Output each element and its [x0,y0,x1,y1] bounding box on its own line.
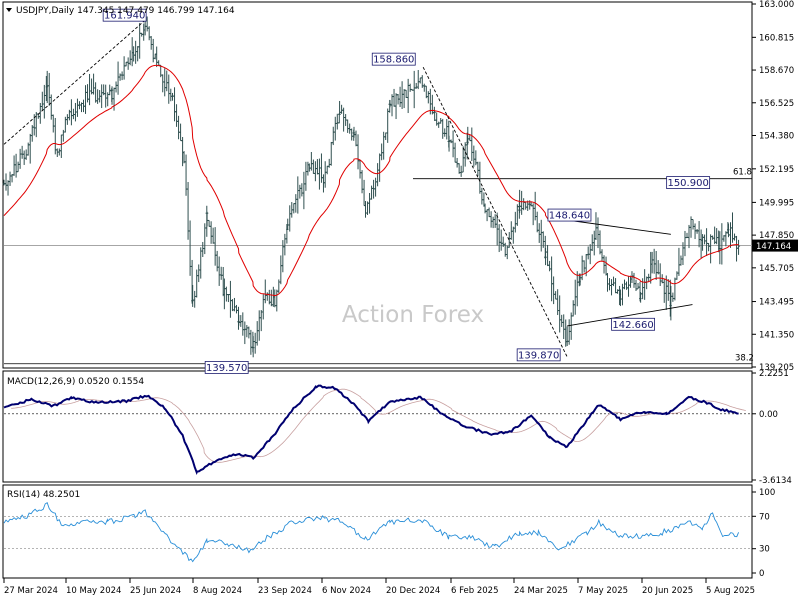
rsi-panel-frame [2,484,753,579]
x-tick-label: 25 Jun 2024 [130,586,181,596]
price-panel-frame [2,1,753,369]
macd-line [3,384,739,475]
price-y-label: 149.995 [759,198,794,208]
rsi-line [3,502,740,563]
price-annotation-box [547,208,592,222]
macd-y-label: 2.2251 [759,369,789,379]
price-y-label: 158.670 [759,66,794,76]
price-annotation-box [371,52,416,66]
x-tick-label: 5 Aug 2025 [706,586,755,596]
upper-wedge-line [571,220,671,235]
rsi-y-label: 70 [759,512,770,522]
price-header: USDJPY,Daily 147.345 147.479 146.799 147… [16,6,235,16]
price-y-label: 141.350 [759,330,794,340]
price-panel: 61.8 38.2 161.940 139.570 158.860 139.870 148.… [2,0,798,374]
price-annotation-box [611,317,655,331]
x-tick-label: 27 Mar 2024 [4,586,58,596]
current-price-tag [752,239,798,252]
x-tick-label: 7 May 2025 [578,586,628,596]
price-y-label: 156.525 [759,99,794,109]
macd-header: MACD(12,26,9) 0.0520 0.1554 [7,377,144,387]
x-axis: 27 Mar 2024 10 May 2024 25 Jun 2024 8 Aug 2… [3,578,755,596]
price-annotation-label: 139.570 [206,363,247,374]
price-y-label: 139.205 [759,363,794,373]
price-y-label: 154.380 [759,132,794,142]
price-annotation-label: 150.900 [667,178,708,189]
x-tick-label: 8 Aug 2024 [193,586,242,596]
watermark: Action Forex [342,302,484,328]
moving-average-line [3,64,739,297]
macd-y-label: -3.6134 [759,476,792,486]
price-annotation-box [666,176,711,189]
dashed-trendline-1 [3,19,146,145]
price-y-label: 147.850 [759,231,794,241]
macd-y-label: 0.00 [759,410,778,420]
price-annotation-label: 139.870 [518,350,559,361]
price-y-label: 163.000 [759,0,794,10]
x-tick-label: 20 Dec 2024 [386,586,440,596]
x-tick-label: 6 Nov 2024 [322,586,371,596]
price-annotation-box [102,8,147,22]
x-tick-label: 20 Jun 2025 [642,586,693,596]
price-annotation-label: 142.660 [612,320,653,331]
x-tick-label: 10 May 2024 [66,586,121,596]
x-tick-label: 23 Sep 2024 [258,586,312,596]
price-y-label: 143.495 [759,298,794,308]
price-y-label: 160.815 [759,33,794,43]
rsi-y-label: 100 [759,488,775,498]
rsi-header: RSI(14) 48.2501 [7,490,80,500]
current-price-label: 147.164 [756,242,791,252]
macd-panel: 2.2251 0.00 -3.6134 [3,369,792,486]
fib-61-label: 61.8 [733,168,752,178]
price-annotation-box [516,348,561,362]
macd-panel-frame [2,370,753,483]
lower-wedge-line [567,304,693,327]
price-annotation-label: 158.860 [373,55,414,66]
dashed-trendline-2 [422,66,568,358]
fib-38-label: 38.2 [735,354,754,364]
x-tick-label: 6 Feb 2025 [451,586,499,596]
price-y-label: 152.195 [759,165,794,175]
rsi-panel: 100 70 30 0 [3,488,775,579]
price-y-label: 145.705 [759,264,794,274]
price-annotation-box [204,361,249,374]
x-tick-label: 24 Mar 2025 [514,586,568,596]
price-annotation-label: 148.640 [549,211,590,222]
price-annotation-label: 161.940 [104,11,145,22]
rsi-y-label: 0 [759,569,764,579]
collapse-triangle-icon[interactable] [6,8,12,12]
rsi-y-label: 30 [759,545,770,555]
